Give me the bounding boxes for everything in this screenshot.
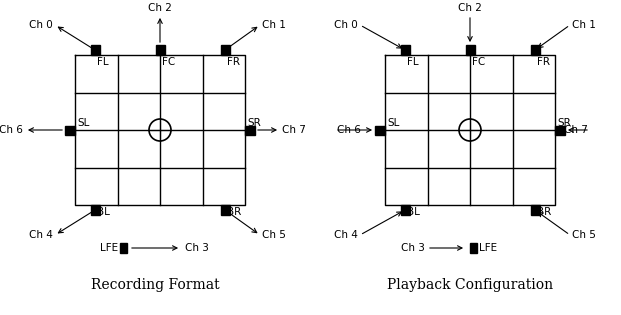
Text: BR: BR	[227, 207, 241, 217]
Text: Ch 7: Ch 7	[282, 125, 306, 135]
Bar	[155, 45, 165, 55]
Bar	[375, 125, 385, 135]
Text: LFE: LFE	[100, 243, 118, 253]
Text: SL: SL	[77, 118, 89, 128]
Bar	[91, 45, 99, 55]
Bar	[91, 205, 99, 215]
Text: Ch 2: Ch 2	[458, 3, 482, 13]
Text: FR: FR	[227, 57, 240, 67]
Text: Ch 1: Ch 1	[262, 20, 286, 30]
Text: FC: FC	[472, 57, 485, 67]
Text: BL: BL	[407, 207, 420, 217]
Bar	[65, 125, 75, 135]
Bar	[401, 45, 409, 55]
Bar	[555, 125, 565, 135]
Text: Ch 2: Ch 2	[148, 3, 172, 13]
Text: Ch 6: Ch 6	[0, 125, 23, 135]
Text: SR: SR	[557, 118, 571, 128]
Text: Ch 0: Ch 0	[29, 20, 53, 30]
Bar	[530, 45, 540, 55]
Bar	[530, 205, 540, 215]
Text: FC: FC	[162, 57, 175, 67]
Text: SL: SL	[387, 118, 399, 128]
Text: FR: FR	[537, 57, 550, 67]
Bar	[466, 45, 474, 55]
Text: Recording Format: Recording Format	[91, 278, 219, 292]
Text: Ch 6: Ch 6	[337, 125, 361, 135]
Bar	[470, 243, 477, 253]
Text: FL: FL	[407, 57, 419, 67]
Bar	[220, 45, 230, 55]
Text: FL: FL	[97, 57, 109, 67]
Text: BL: BL	[97, 207, 110, 217]
Text: Ch 7: Ch 7	[564, 125, 588, 135]
Text: BR: BR	[537, 207, 551, 217]
Text: Ch 5: Ch 5	[262, 230, 286, 240]
Text: Ch 3: Ch 3	[185, 243, 209, 253]
Text: Ch 1: Ch 1	[572, 20, 596, 30]
Bar	[120, 243, 127, 253]
Text: SR: SR	[247, 118, 261, 128]
Text: Ch 4: Ch 4	[29, 230, 53, 240]
Text: Ch 3: Ch 3	[401, 243, 425, 253]
Text: Ch 5: Ch 5	[572, 230, 596, 240]
Bar	[401, 205, 409, 215]
Text: Playback Configuration: Playback Configuration	[387, 278, 553, 292]
Text: LFE: LFE	[479, 243, 497, 253]
Bar	[220, 205, 230, 215]
Text: Ch 0: Ch 0	[334, 20, 358, 30]
Text: Ch 4: Ch 4	[334, 230, 358, 240]
Bar	[245, 125, 255, 135]
